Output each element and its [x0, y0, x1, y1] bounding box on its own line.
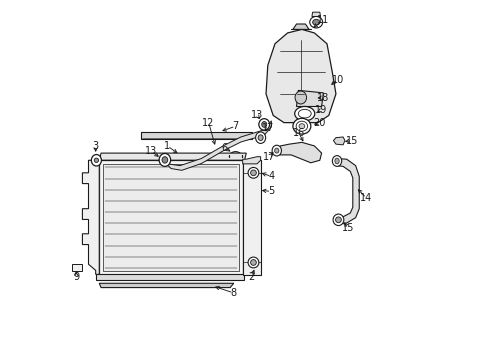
- Ellipse shape: [274, 148, 278, 153]
- Text: 15: 15: [342, 224, 354, 233]
- Polygon shape: [140, 132, 251, 139]
- Text: 16: 16: [292, 129, 305, 138]
- Ellipse shape: [335, 217, 341, 223]
- Ellipse shape: [91, 154, 101, 166]
- Text: 2: 2: [248, 272, 254, 282]
- Text: 1: 1: [164, 141, 170, 151]
- PathPatch shape: [162, 121, 271, 170]
- Text: 10: 10: [331, 75, 343, 85]
- Ellipse shape: [312, 19, 319, 25]
- Ellipse shape: [159, 153, 170, 166]
- Ellipse shape: [271, 145, 281, 156]
- Polygon shape: [72, 264, 82, 271]
- Ellipse shape: [250, 260, 256, 265]
- Ellipse shape: [162, 157, 167, 163]
- Polygon shape: [276, 142, 321, 163]
- Text: 19: 19: [314, 105, 326, 115]
- Text: 6: 6: [221, 143, 227, 153]
- Text: 17: 17: [263, 152, 275, 162]
- Polygon shape: [96, 274, 244, 280]
- Ellipse shape: [294, 91, 306, 104]
- Text: 14: 14: [360, 193, 372, 203]
- Polygon shape: [242, 157, 260, 164]
- Ellipse shape: [255, 132, 265, 143]
- Ellipse shape: [292, 118, 310, 134]
- Text: 13: 13: [250, 111, 263, 121]
- Polygon shape: [242, 160, 260, 275]
- Ellipse shape: [298, 124, 304, 129]
- Text: 20: 20: [313, 118, 325, 128]
- Ellipse shape: [250, 170, 256, 176]
- Text: 11: 11: [317, 15, 329, 26]
- Polygon shape: [333, 137, 344, 145]
- PathPatch shape: [335, 158, 359, 223]
- Ellipse shape: [294, 107, 314, 121]
- Ellipse shape: [298, 109, 310, 118]
- Ellipse shape: [94, 158, 99, 162]
- Ellipse shape: [296, 121, 307, 131]
- Polygon shape: [82, 160, 99, 274]
- Ellipse shape: [332, 156, 341, 166]
- Polygon shape: [296, 90, 323, 107]
- Polygon shape: [102, 164, 239, 271]
- Ellipse shape: [332, 214, 343, 226]
- Ellipse shape: [334, 158, 339, 164]
- Text: 15: 15: [345, 136, 358, 145]
- Ellipse shape: [258, 119, 269, 130]
- Text: 18: 18: [317, 93, 329, 103]
- Text: 8: 8: [230, 288, 236, 298]
- Text: 3: 3: [92, 141, 99, 151]
- Text: 7: 7: [232, 121, 238, 131]
- Text: 4: 4: [268, 171, 274, 181]
- Ellipse shape: [247, 167, 258, 178]
- Ellipse shape: [247, 257, 258, 268]
- Polygon shape: [292, 24, 308, 30]
- Polygon shape: [265, 30, 335, 123]
- Ellipse shape: [309, 17, 322, 28]
- Polygon shape: [99, 160, 242, 275]
- Text: 13: 13: [145, 146, 157, 156]
- Polygon shape: [99, 283, 233, 288]
- Text: 12: 12: [202, 118, 214, 128]
- Text: 9: 9: [73, 272, 79, 282]
- Polygon shape: [311, 12, 320, 17]
- Ellipse shape: [261, 122, 266, 127]
- Text: 17: 17: [261, 123, 273, 133]
- Ellipse shape: [258, 135, 263, 140]
- Text: 5: 5: [268, 186, 274, 197]
- Polygon shape: [99, 153, 246, 160]
